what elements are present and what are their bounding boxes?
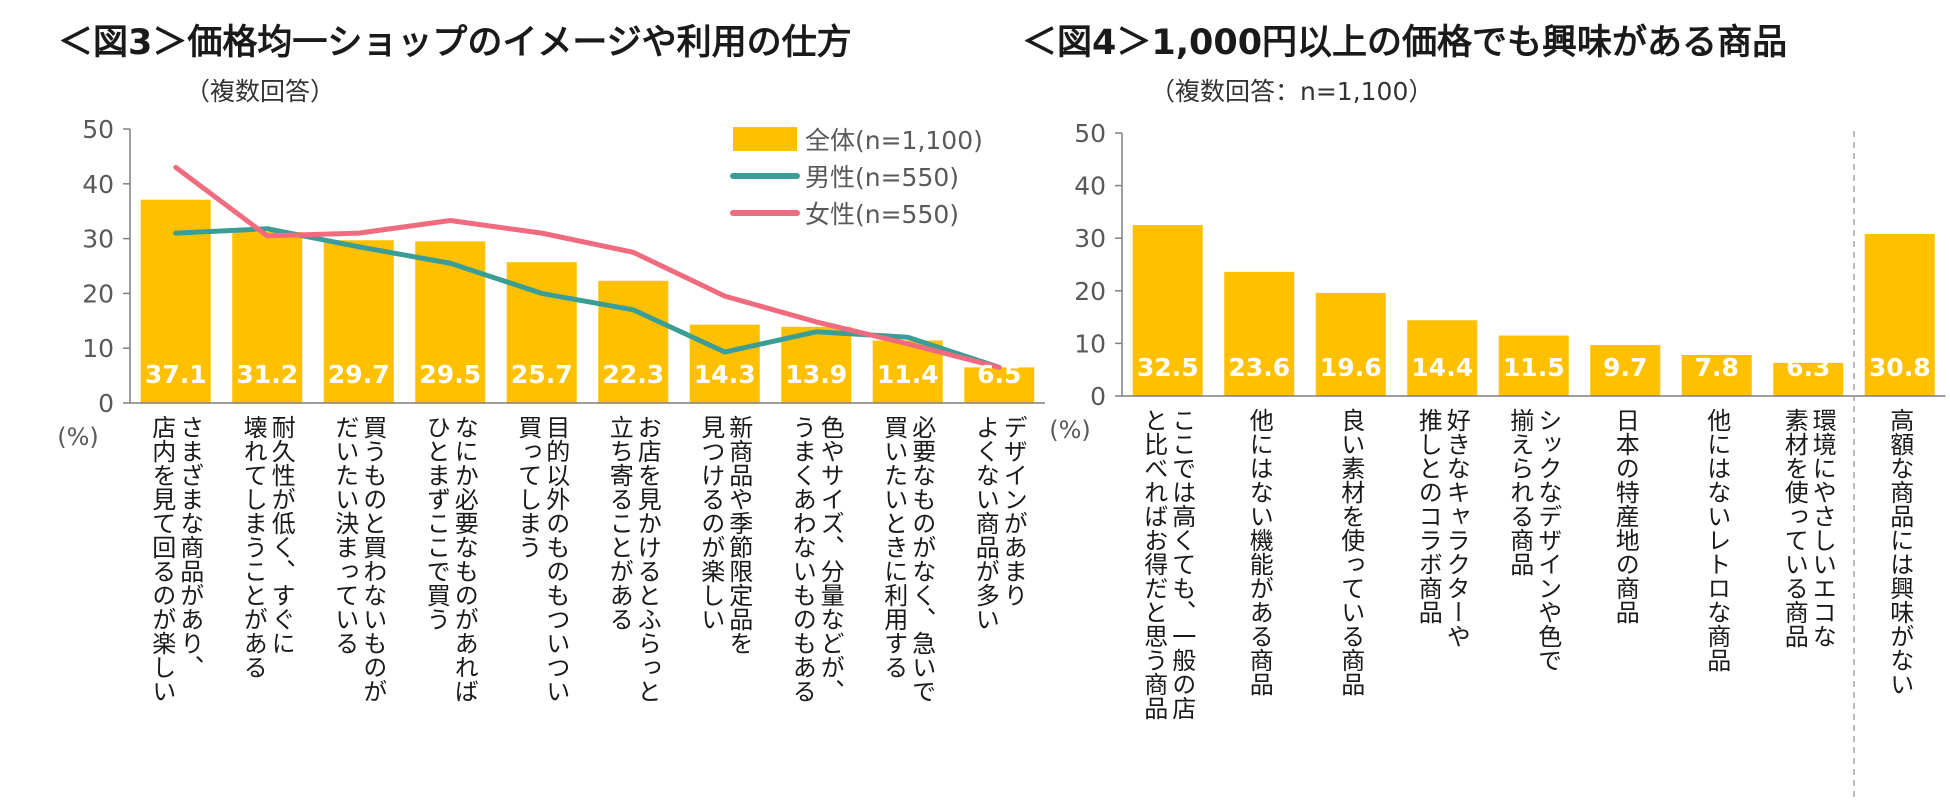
fig4-value-label: 7.8 (1695, 353, 1739, 382)
fig4-y-tick-label: 40 (1074, 172, 1106, 201)
fig3-y-tick-label: 30 (82, 225, 114, 254)
fig4-category-label: 他にはないレトロな商品 (1703, 408, 1731, 672)
fig3-category-label: さまざまな商品があり、 (176, 415, 204, 679)
fig3-category-label: 買いたいときに利用する (880, 415, 908, 679)
fig4-value-label: 23.6 (1228, 353, 1290, 382)
fig4-bar (1681, 354, 1752, 396)
chart-title-fig3: ＜図3＞価格均一ショップのイメージや利用の仕方 (58, 23, 852, 63)
fig3-category-label: 新商品や季節限定品を (725, 415, 753, 655)
fig4-bar (1498, 335, 1569, 396)
fig4-value-label: 11.5 (1503, 353, 1565, 382)
fig3-bar (964, 367, 1035, 403)
chart-title-fig4: ＜図4＞1,000円以上の価格でも興味がある商品 (1022, 23, 1788, 63)
fig3-category-label: よくない商品が多い (971, 415, 999, 631)
fig3-value-label: 25.7 (511, 360, 573, 389)
fig3-bar (323, 240, 394, 403)
fig3-value-label: 29.7 (328, 360, 390, 389)
fig3-category-label: お店を見かけるとふらっと (633, 415, 661, 703)
fig4-category-label: 好きなキャラクターや (1442, 408, 1470, 648)
fig4-y-tick-label: 50 (1074, 119, 1106, 148)
fig4-bar (1773, 362, 1844, 396)
fig3-y-tick-label: 10 (82, 334, 114, 363)
fig4-category-label: 日本の特産地の商品 (1611, 408, 1639, 624)
fig3-category-label: 目的以外のものもついつい (542, 415, 570, 703)
fig3-category-label: なにか必要なものがあれば (450, 415, 478, 703)
fig4-value-label: 30.8 (1869, 353, 1931, 382)
fig3-series-line-1 (173, 164, 1002, 370)
chart-subtitle-fig4: （複数回答：n=1,100） (1150, 77, 1434, 106)
fig3-category-label: だいたい決まっている (331, 415, 359, 655)
chart-subtitle-fig3: （複数回答） (185, 77, 336, 106)
fig3-category-label: うまくあわないものもある (788, 415, 816, 703)
fig3-legend-label: 全体(n=1,100) (805, 126, 983, 155)
fig4-category-label: シックなデザインや色で (1534, 408, 1562, 672)
fig3-category-label: 色やサイズ、分量などが、 (816, 415, 844, 703)
fig3-value-label: 31.2 (236, 360, 298, 389)
fig3-value-label: 6.5 (977, 360, 1021, 389)
fig3-value-label: 37.1 (145, 360, 207, 389)
fig3-category-label: 立ち寄ることがある (605, 415, 633, 631)
fig4-category-label: 他にはない機能がある商品 (1245, 408, 1273, 696)
fig4-value-label: 19.6 (1320, 353, 1382, 382)
fig3-legend-label: 男性(n=550) (805, 163, 959, 192)
fig4-value-label: 14.4 (1411, 353, 1473, 382)
fig4-bar (1224, 271, 1295, 396)
fig3-bar (781, 326, 852, 403)
fig3-value-label: 22.3 (602, 360, 664, 389)
fig4-category-label: 良い素材を使っている商品 (1337, 408, 1365, 696)
fig3-value-label: 11.4 (877, 360, 939, 389)
fig4-category-label: 環境にやさしいエコな (1808, 408, 1836, 648)
fig3-y-tick-label: 40 (82, 170, 114, 199)
fig3-bar (232, 232, 303, 403)
fig3-category-label: デザインがあまり (999, 415, 1027, 607)
fig4-value-label: 32.5 (1137, 353, 1199, 382)
fig3-bar (689, 324, 760, 403)
fig4-y-tick-label: 0 (1090, 382, 1106, 411)
fig3-category-label: 耐久性が低く、すぐに (267, 415, 295, 655)
fig3-y-tick-label: 50 (82, 115, 114, 144)
fig4-category-label: 高額な商品には興味がない (1886, 408, 1914, 696)
fig4-value-label: 6.3 (1786, 353, 1830, 382)
fig3-category-label: 見つけるのが楽しい (697, 415, 725, 631)
fig4-unit-label: (%) (1049, 416, 1091, 444)
fig3-category-label: 買ってしまう (514, 415, 542, 559)
fig3-category-label: 壊れてしまうことがある (239, 415, 267, 679)
fig4-category-label: 推しとのコラボ商品 (1414, 408, 1442, 624)
fig3-value-label: 29.5 (419, 360, 481, 389)
fig3-legend-label: 女性(n=550) (805, 200, 959, 229)
fig4-y-tick-label: 30 (1074, 224, 1106, 253)
fig4-value-label: 9.7 (1603, 353, 1647, 382)
fig4-bar (1407, 320, 1478, 396)
fig4-category-label: 揃えられる商品 (1506, 408, 1534, 576)
fig4-category-label: ここでは高くても、一般の店 (1168, 408, 1196, 720)
fig3-category-label: ひとまずここで買う (422, 415, 450, 631)
fig3-y-tick-label: 0 (98, 389, 114, 418)
fig4-bar (1864, 233, 1935, 396)
fig4-bar (1590, 344, 1661, 396)
fig3-bar (415, 241, 486, 403)
fig4-category-label: 素材を使っている商品 (1780, 408, 1808, 648)
fig3-y-tick-label: 20 (82, 279, 114, 308)
fig3-value-label: 13.9 (785, 360, 847, 389)
fig4-bar (1132, 225, 1203, 396)
fig4-bar (1315, 292, 1386, 396)
fig3-unit-label: (%) (57, 423, 99, 451)
fig4-y-tick-label: 20 (1074, 277, 1106, 306)
fig3-category-label: 買うものと買わないものが (359, 415, 387, 703)
fig4-category-label: と比べればお得だと思う商品 (1140, 408, 1168, 720)
fig3-value-label: 14.3 (694, 360, 756, 389)
fig4-y-tick-label: 10 (1074, 329, 1106, 358)
fig3-bar (598, 280, 669, 403)
fig3-category-label: 店内を見て回るのが楽しい (148, 415, 176, 703)
fig3-legend-swatch-bar (733, 127, 797, 151)
fig3-category-label: 必要なものがなく、急いで (908, 415, 936, 703)
